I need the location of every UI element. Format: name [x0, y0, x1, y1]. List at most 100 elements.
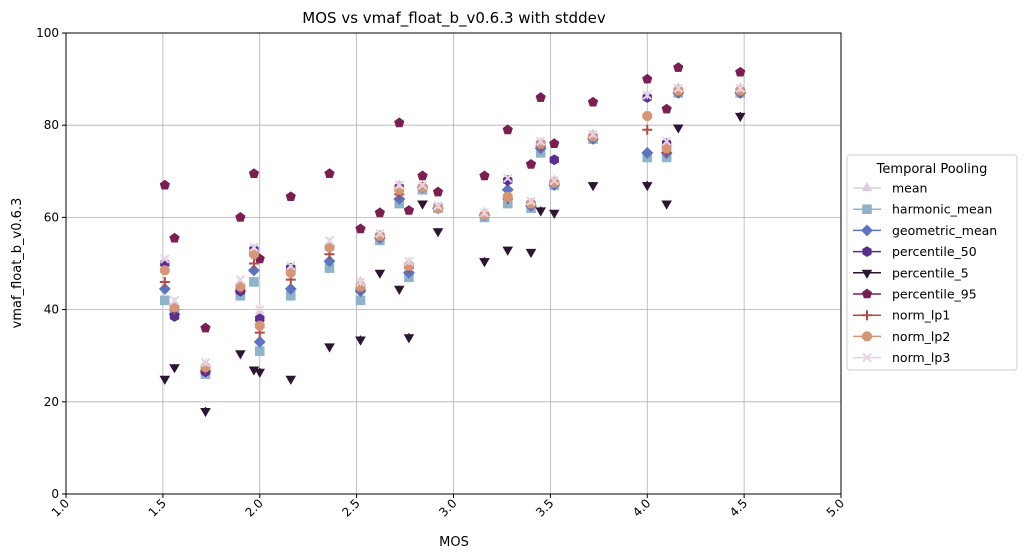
data-point [587, 96, 599, 107]
data-point [548, 209, 560, 219]
data-point [160, 295, 170, 306]
data-point [642, 90, 652, 100]
data-point [502, 246, 514, 256]
x-tick-label: 4.0 [630, 496, 653, 519]
y-tick-label: 100 [36, 26, 59, 40]
data-point [417, 182, 428, 193]
series-geometric-mean [158, 86, 747, 378]
x-axis-label: MOS [439, 535, 469, 550]
y-axis: 0 20 40 60 80 100 [36, 26, 66, 501]
series-norm-lp1 [159, 87, 746, 375]
data-point [374, 207, 385, 218]
data-point [661, 103, 672, 114]
legend-swatch-marker [862, 310, 872, 321]
chart-title: MOS vs vmaf_float_b_v0.6.3 with stddev [302, 9, 606, 28]
data-point [200, 357, 211, 368]
data-point [374, 230, 385, 241]
data-point [673, 83, 683, 94]
series-norm-lp3 [160, 83, 745, 368]
data-point [285, 191, 296, 201]
data-point [642, 124, 653, 135]
data-point [588, 129, 598, 140]
data-point [549, 175, 559, 186]
series-mean [159, 82, 746, 374]
data-point [249, 277, 259, 287]
data-point [432, 228, 444, 238]
series-harmonic-mean [160, 88, 746, 379]
data-point [323, 255, 336, 268]
y-tick-label: 20 [44, 395, 59, 409]
x-tick-label: 4.5 [727, 496, 750, 519]
legend-label: norm_lp2 [892, 329, 950, 344]
x-tick-label: 2.5 [339, 496, 362, 519]
x-axis: 1.0 1.5 2.0 2.5 3.0 3.5 4.0 4.5 5.0 [49, 494, 847, 520]
data-point [355, 277, 366, 287]
data-point [159, 179, 170, 190]
data-point [417, 180, 428, 190]
data-point [642, 73, 653, 84]
legend-swatch-marker [861, 269, 873, 279]
legend-swatch-marker [861, 224, 873, 237]
legend-swatch-marker [861, 181, 873, 192]
legend-item-geometric-mean: geometric_mean [853, 223, 997, 238]
data-point [248, 168, 260, 178]
data-point [394, 117, 405, 128]
legend-swatch-marker [862, 352, 872, 363]
data-point [160, 254, 170, 264]
data-point [158, 282, 171, 295]
data-point [284, 282, 297, 295]
data-point [403, 334, 415, 344]
data-point [479, 258, 490, 268]
data-point [235, 212, 246, 222]
grid [65, 32, 842, 495]
data-point [255, 304, 265, 315]
data-point [285, 375, 297, 385]
legend-label: norm_lp3 [892, 350, 950, 365]
legend-swatch-marker [862, 331, 872, 342]
data-point [200, 322, 211, 333]
x-tick-label: 3.5 [533, 496, 556, 519]
data-point [735, 83, 745, 94]
x-tick-label: 5.0 [824, 496, 847, 519]
data-point [735, 66, 746, 77]
data-point [535, 136, 546, 147]
data-point [734, 112, 746, 123]
data-point [254, 368, 266, 378]
legend-item-percentile-95: percentile_95 [853, 287, 977, 302]
y-tick-label: 80 [44, 118, 59, 132]
data-point [432, 186, 444, 197]
legend-label: mean [892, 181, 927, 196]
data-point [525, 248, 537, 259]
legend-frame [846, 154, 1018, 371]
series-percentile-95 [159, 62, 746, 333]
data-point [503, 175, 513, 186]
data-marks [158, 62, 747, 418]
legend-item-percentile-5: percentile_5 [853, 265, 969, 280]
data-point [169, 232, 180, 243]
data-point [324, 343, 335, 353]
data-point [249, 242, 259, 253]
y-tick-label: 40 [44, 303, 59, 317]
data-point [253, 335, 266, 348]
data-point [200, 407, 211, 418]
data-point [642, 111, 653, 121]
data-point [479, 170, 490, 181]
data-point [641, 146, 654, 159]
data-point [247, 264, 260, 277]
data-point [535, 92, 546, 102]
data-point [254, 320, 265, 331]
data-point [159, 276, 170, 287]
data-point [502, 191, 513, 202]
y-tick-label: 60 [44, 210, 59, 224]
data-point [417, 200, 428, 210]
legend-swatch-marker [862, 246, 872, 257]
data-point [673, 62, 684, 72]
data-point [433, 201, 443, 211]
x-tick-label: 2.0 [242, 496, 265, 519]
data-point [502, 124, 513, 135]
legend-item-percentile-50: percentile_50 [853, 244, 977, 259]
legend-item-norm-lp2: norm_lp2 [853, 329, 950, 344]
data-point [394, 180, 404, 190]
legend-label: percentile_95 [892, 287, 977, 302]
data-point [169, 364, 180, 374]
